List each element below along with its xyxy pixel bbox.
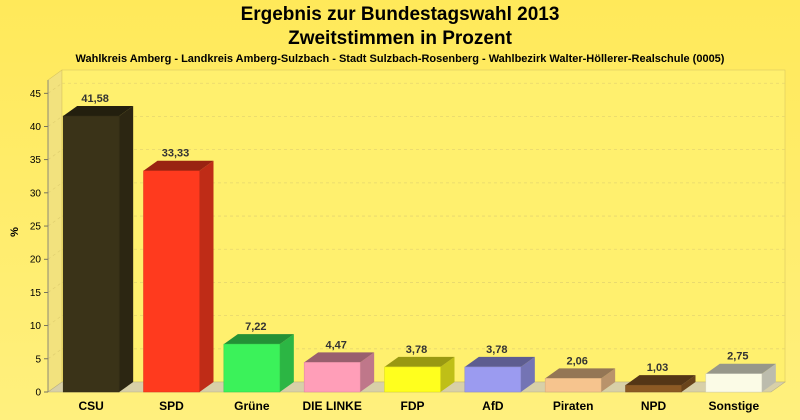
bar-side — [681, 375, 696, 392]
bar-value-label: 33,33 — [162, 148, 190, 160]
bar-value-label: 41,58 — [81, 93, 109, 105]
chart-title-line1: Ergebnis zur Bundestagswahl 2013 — [240, 4, 560, 25]
bar-value-label: 7,22 — [245, 321, 266, 333]
bar-side — [360, 352, 375, 392]
bar-value-label: 1,03 — [647, 362, 668, 374]
bar-side — [119, 105, 134, 392]
bar-top — [464, 356, 535, 367]
bar — [705, 373, 763, 393]
bar-value-label: 3,78 — [406, 344, 427, 356]
bar-value-label: 2,75 — [727, 351, 748, 363]
x-tick-label: Sonstige — [708, 399, 759, 413]
bar-top — [143, 160, 214, 171]
bar-top — [705, 363, 776, 374]
bar-side — [601, 368, 616, 392]
y-tick-label: 45 — [30, 89, 42, 100]
gridline-side — [47, 248, 63, 260]
chart-title: Ergebnis zur Bundestagswahl 2013 Zweitst… — [0, 3, 800, 51]
y-tick-label: 15 — [30, 288, 42, 299]
bar-top — [384, 356, 455, 367]
x-tick-label: DIE LINKE — [302, 399, 361, 413]
bar — [544, 378, 602, 393]
gridline-side — [47, 215, 63, 227]
x-tick-label: NPD — [641, 399, 667, 413]
y-tick-label: 30 — [30, 188, 42, 199]
bar-top — [545, 368, 616, 379]
bar — [384, 366, 441, 393]
bar-value-label: 4,47 — [325, 339, 346, 351]
gridline-side — [47, 182, 63, 194]
chart-title-line2: Zweitstimmen in Prozent — [288, 28, 512, 49]
bar — [143, 170, 200, 393]
x-tick-label: Grüne — [234, 399, 270, 413]
x-tick-label: Piraten — [553, 399, 594, 413]
bar — [223, 343, 281, 393]
bar-side — [279, 334, 294, 392]
bar-side — [520, 356, 535, 392]
bar-side — [761, 363, 776, 392]
chart-subtitle: Wahlkreis Amberg - Landkreis Amberg-Sulz… — [75, 53, 725, 65]
gridline-side — [47, 348, 63, 360]
bar-top — [63, 105, 134, 116]
x-tick-label: SPD — [159, 399, 184, 413]
y-tick-label: 10 — [30, 321, 42, 332]
x-tick-label: AfD — [482, 399, 504, 413]
y-tick-label: 5 — [35, 354, 41, 365]
gridline-side — [47, 116, 63, 127]
bar-value-label: 2,06 — [566, 355, 587, 367]
bar — [62, 115, 120, 393]
gridline-side — [47, 149, 63, 160]
x-tick-label: FDP — [401, 399, 425, 413]
gridline-side — [47, 282, 63, 293]
gridline-side — [47, 82, 63, 94]
gridline-side — [47, 315, 63, 326]
bar-side — [199, 160, 214, 392]
x-tick-label: CSU — [78, 399, 103, 413]
y-tick-label: 40 — [30, 122, 42, 133]
bar — [303, 362, 361, 393]
bar — [625, 384, 682, 393]
bar-top — [223, 334, 294, 345]
bar-side — [440, 356, 455, 392]
y-tick-label: 20 — [30, 255, 42, 266]
bar-top — [625, 375, 696, 386]
bar — [464, 366, 522, 393]
y-tick-label: 35 — [30, 155, 42, 166]
bar-top — [304, 352, 375, 363]
bar-value-label: 3,78 — [486, 344, 507, 356]
y-tick-label: 25 — [30, 222, 42, 233]
y-tick-label: 0 — [35, 388, 41, 399]
